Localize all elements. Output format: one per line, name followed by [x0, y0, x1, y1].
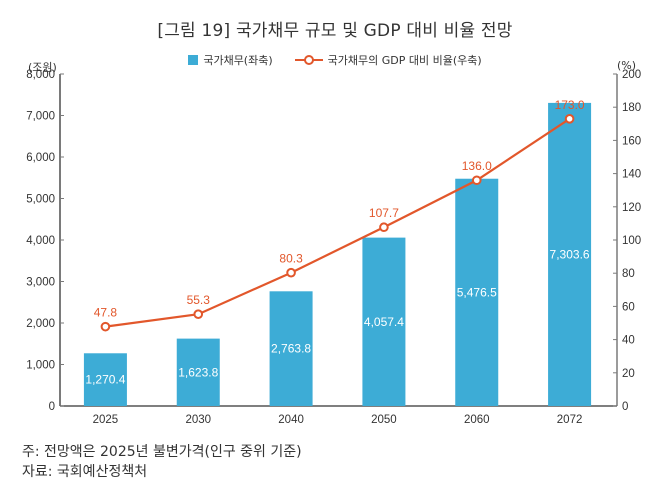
bar-debt — [269, 291, 313, 406]
right-axis-tick-label: 200 — [622, 69, 641, 81]
bar-value-label: 5,476.5 — [457, 285, 497, 299]
line-point-ratio — [193, 309, 204, 320]
x-axis-tick-label: 2030 — [185, 414, 211, 426]
line-point-ratio — [286, 267, 296, 278]
left-axis-tick-label: 6,000 — [26, 152, 55, 164]
line-value-label: 80.3 — [279, 252, 303, 266]
right-axis-tick-label: 60 — [622, 301, 635, 313]
line-point-ratio — [471, 175, 482, 186]
line-value-label: 136.0 — [462, 159, 492, 173]
bar-value-label: 2,763.8 — [271, 342, 311, 356]
left-axis-tick-label: 1,000 — [26, 360, 55, 372]
bar-debt — [176, 338, 220, 406]
right-axis-tick-label: 80 — [622, 268, 635, 280]
right-axis-tick-label: 0 — [622, 401, 628, 413]
footnote-source: 자료: 국회예산정책처 — [22, 464, 148, 480]
right-axis-tick-label: 160 — [622, 135, 641, 147]
x-axis-tick-label: 2060 — [464, 414, 490, 426]
line-value-label: 55.3 — [187, 293, 211, 307]
bar-debt — [455, 178, 499, 406]
right-axis-tick-label: 180 — [622, 102, 641, 114]
bar-debt — [548, 102, 592, 406]
bar-value-label: 7,303.6 — [550, 247, 590, 261]
left-axis-tick-label: 5,000 — [26, 194, 55, 206]
legend-bar-swatch — [188, 55, 199, 65]
legend: 국가채무(좌축) 국가채무의 GDP 대비 비율(우축) — [0, 52, 670, 68]
line-point-ratio — [564, 114, 575, 124]
left-axis-tick-label: 4,000 — [26, 235, 55, 247]
line-value-label: 173.0 — [555, 98, 585, 112]
x-axis-tick-label: 2072 — [557, 414, 583, 426]
line-point-ratio — [100, 321, 111, 332]
chart-title: [그림 19] 국가채무 규모 및 GDP 대비 비율 전망 — [157, 21, 513, 41]
left-axis-tick-label: 0 — [49, 401, 55, 413]
bar-value-label: 1,270.4 — [85, 373, 125, 387]
x-axis-tick-label: 2025 — [93, 414, 119, 426]
left-axis-tick-label: 7,000 — [26, 111, 55, 123]
left-axis-tick-label: 2,000 — [26, 318, 55, 330]
legend-line-marker — [294, 55, 323, 65]
bar-debt — [83, 353, 127, 406]
right-axis-tick-label: 40 — [622, 335, 635, 347]
line-value-label: 47.8 — [94, 306, 118, 320]
line-ratio — [105, 117, 571, 328]
line-point-ratio — [379, 222, 389, 233]
left-axis-tick-label: 3,000 — [26, 277, 55, 289]
line-value-label: 107.7 — [369, 206, 399, 220]
right-axis-tick-label: 120 — [622, 202, 641, 214]
legend-item-ratio: 국가채무의 GDP 대비 비율(우축) — [294, 52, 482, 68]
left-axis-tick-label: 8,000 — [26, 69, 55, 81]
x-axis-tick-label: 2040 — [278, 414, 304, 426]
left-axis-unit: (조원) — [28, 61, 57, 74]
right-axis-unit: (%) — [617, 59, 637, 72]
bar-value-label: 1,623.8 — [178, 365, 218, 379]
legend-bar-label: 국가채무(좌축) — [203, 54, 273, 67]
legend-item-debt: 국가채무(좌축) — [188, 52, 273, 68]
footnote-note: 주: 전망액은 2025년 불변가격(인구 중위 기준) — [22, 444, 302, 460]
right-axis-tick-label: 100 — [622, 235, 641, 247]
bar-value-label: 4,057.4 — [364, 315, 404, 329]
right-axis-tick-label: 20 — [622, 368, 635, 380]
bar-debt — [362, 237, 406, 406]
x-axis-tick-label: 2050 — [371, 414, 397, 426]
right-axis-tick-label: 140 — [622, 169, 641, 181]
legend-line-label: 국가채무의 GDP 대비 비율(우축) — [327, 54, 482, 67]
